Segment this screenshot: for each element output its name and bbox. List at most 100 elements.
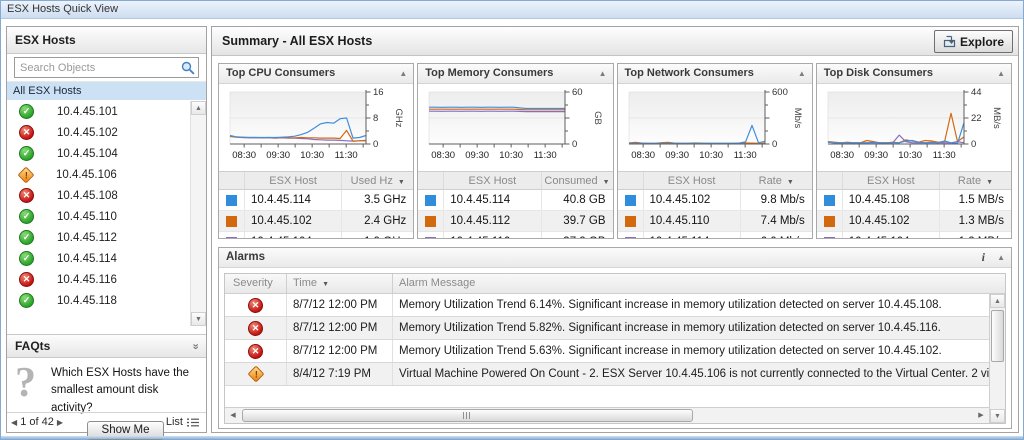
alarm-row[interactable]: ✕ 8/7/12 12:00 PM Memory Utilization Tre…: [225, 317, 1005, 340]
consumer-host-label: 10.4.45.102: [251, 215, 312, 227]
scroll-down-icon[interactable]: ▼: [191, 312, 206, 326]
consumer-table-row[interactable]: 10.4.45.102 1.3 MB/s: [816, 211, 1011, 232]
sidebar-item-all-esx-hosts[interactable]: All ESX Hosts: [7, 81, 206, 100]
scroll-up-icon[interactable]: ▲: [990, 294, 1005, 308]
consumer-host-label: 10.4.45.104: [245, 236, 341, 238]
summary-header: Summary - All ESX Hosts Explore: [212, 27, 1018, 56]
alarm-row[interactable]: ! 8/4/12 7:19 PM Virtual Machine Powered…: [225, 363, 1005, 386]
alarm-row[interactable]: ✕ 8/7/12 12:00 PM Memory Utilization Tre…: [225, 340, 1005, 363]
faqts-title: FAQts: [15, 339, 51, 353]
host-list-item[interactable]: ✓ 10.4.45.101: [7, 101, 190, 122]
alarms-vertical-scrollbar[interactable]: ▲ ▼: [989, 294, 1005, 423]
consumer-table-row[interactable]: 10.4.45.102 2.4 GHz: [219, 211, 414, 232]
pager-next-icon[interactable]: ▶: [56, 418, 64, 427]
scroll-down-icon[interactable]: ▼: [990, 409, 1005, 423]
consumer-table-row[interactable]: 10.4.45.112 39.7 GB: [418, 211, 613, 232]
host-ip-label: 10.4.45.106: [56, 168, 117, 181]
top-consumer-panel: Top Memory Consumers ▲ 0 60 GB 08:30 09:30 10…: [417, 63, 614, 239]
consumer-table-row[interactable]: 10.4.45.116 37.2 GB: [418, 232, 612, 238]
show-me-button[interactable]: Show Me: [86, 420, 165, 440]
list-view-label: List: [165, 416, 183, 428]
column-esx-host[interactable]: ESX Host: [468, 175, 517, 187]
svg-text:22: 22: [971, 113, 982, 124]
consumer-panel-title: Top Memory Consumers: [425, 67, 554, 79]
svg-text:11:30: 11:30: [335, 150, 358, 161]
search-icon[interactable]: [181, 61, 195, 75]
list-view-toggle[interactable]: List: [166, 416, 200, 428]
collapse-chevron-icon[interactable]: »: [189, 343, 202, 350]
alarms-horizontal-scrollbar[interactable]: ◀ ▶: [225, 407, 989, 423]
horizontal-scroll-thumb[interactable]: [242, 409, 693, 422]
top-consumers-row: Top CPU Consumers ▲ 0 8 16 GHz 08:30 09:30 10:…: [218, 63, 1012, 239]
collapse-caret-icon[interactable]: ▲: [997, 253, 1005, 262]
host-list-item[interactable]: ! 10.4.45.106: [7, 164, 190, 185]
collapse-caret-icon[interactable]: ▲: [598, 69, 607, 78]
consumer-panel-title: Top CPU Consumers: [226, 67, 336, 79]
column-severity[interactable]: Severity: [225, 274, 287, 293]
host-status-icon: ✕: [19, 188, 34, 203]
scroll-right-icon[interactable]: ▶: [978, 412, 984, 419]
column-time[interactable]: Time ▼: [287, 274, 393, 293]
host-ip-label: 10.4.45.108: [57, 189, 118, 202]
column-metric[interactable]: Consumed ▼: [540, 172, 613, 189]
consumer-table-row[interactable]: 10.4.45.104 1.9 GHz: [219, 232, 413, 238]
consumer-table-row[interactable]: 10.4.45.104 1.2 MB/s: [817, 232, 1011, 238]
alarms-table-header: Severity Time ▼ Alarm Message: [225, 274, 1005, 294]
column-esx-host[interactable]: ESX Host: [269, 175, 317, 187]
scroll-left-icon[interactable]: ◀: [230, 412, 236, 419]
host-list-item[interactable]: ✕ 10.4.45.108: [7, 185, 190, 206]
consumer-table-row[interactable]: 10.4.45.114 6.0 Mb/s: [618, 232, 812, 238]
column-alarm-message[interactable]: Alarm Message: [399, 277, 476, 289]
consumer-table-row[interactable]: 10.4.45.108 1.5 MB/s: [816, 190, 1011, 211]
consumer-host-label: 10.4.45.112: [450, 215, 511, 227]
collapse-caret-icon[interactable]: ▲: [797, 69, 806, 78]
host-list-item[interactable]: ✓ 10.4.45.112: [7, 227, 190, 248]
column-metric[interactable]: Rate ▼: [739, 172, 812, 189]
vertical-scroll-thumb[interactable]: [991, 310, 1004, 362]
alarm-severity-icon: !: [247, 365, 264, 383]
host-list-item[interactable]: ✓ 10.4.45.114: [7, 248, 190, 269]
column-metric[interactable]: Rate ▼: [939, 172, 1011, 189]
info-icon[interactable]: i: [981, 250, 985, 264]
search-input[interactable]: [14, 57, 199, 78]
consumer-table-row[interactable]: 10.4.45.102 9.8 Mb/s: [617, 190, 812, 211]
host-list-item[interactable]: ✓ 10.4.45.118: [7, 290, 190, 311]
alarms-title: Alarms: [226, 251, 265, 263]
sidebar-title: ESX Hosts: [15, 33, 76, 47]
consumer-value-label: 1.2 MB/s: [939, 232, 1011, 238]
host-list-scrollbar[interactable]: ▲ ▼: [190, 101, 206, 326]
consumer-table-header: ESX Host Rate ▼: [617, 171, 812, 190]
consumer-sparkline-chart: 0 8 16 GHz 08:30 09:30 10:30 11:30: [219, 84, 413, 171]
alarm-time-label: 8/7/12 12:00 PM: [287, 340, 393, 362]
series-color-swatch: [425, 194, 437, 206]
svg-text:08:30: 08:30: [830, 150, 854, 161]
scroll-up-icon[interactable]: ▲: [191, 101, 206, 115]
svg-text:8: 8: [373, 113, 378, 124]
collapse-caret-icon[interactable]: ▲: [997, 69, 1005, 78]
esx-hosts-sidebar: ESX Hosts All ESX Hosts ✓ 10.4.45.101 ✕ …: [6, 26, 207, 440]
alarm-row[interactable]: ✕ 8/7/12 12:00 PM Memory Utilization Tre…: [225, 294, 1005, 317]
host-status-icon: ✓: [19, 104, 34, 119]
consumer-sparkline-chart: 0 60 GB 08:30 09:30 10:30 11:30: [418, 84, 612, 171]
collapse-caret-icon[interactable]: ▲: [399, 69, 408, 78]
explore-button[interactable]: Explore: [933, 30, 1013, 53]
pager-prev-icon[interactable]: ◀: [11, 418, 18, 427]
column-esx-host[interactable]: ESX Host: [667, 175, 716, 187]
column-metric[interactable]: Used Hz ▼: [341, 172, 413, 189]
consumer-host-label: 10.4.45.108: [848, 194, 910, 206]
host-list-item[interactable]: ✓ 10.4.45.110: [7, 206, 190, 227]
alarm-message-label: Virtual Machine Powered On Count - 2. ES…: [399, 368, 1005, 380]
window-title: ESX Hosts Quick View: [7, 3, 119, 15]
series-color-swatch: [823, 194, 835, 206]
consumer-table-row[interactable]: 10.4.45.114 40.8 GB: [418, 190, 613, 211]
faqts-header: FAQts »: [7, 334, 206, 358]
host-list-item[interactable]: ✕ 10.4.45.102: [7, 122, 190, 143]
consumer-table-row[interactable]: 10.4.45.110 7.4 Mb/s: [617, 211, 812, 232]
host-list-item[interactable]: ✕ 10.4.45.116: [7, 269, 190, 290]
consumer-host-label: 10.4.45.102: [848, 215, 910, 227]
consumer-sparkline-chart: 0 600 Mb/s 08:30 09:30 10:30 11:30: [618, 84, 812, 171]
host-list-item[interactable]: ✓ 10.4.45.104: [7, 143, 190, 164]
consumer-table-row[interactable]: 10.4.45.114 3.5 GHz: [219, 190, 414, 211]
column-esx-host[interactable]: ESX Host: [867, 175, 915, 187]
